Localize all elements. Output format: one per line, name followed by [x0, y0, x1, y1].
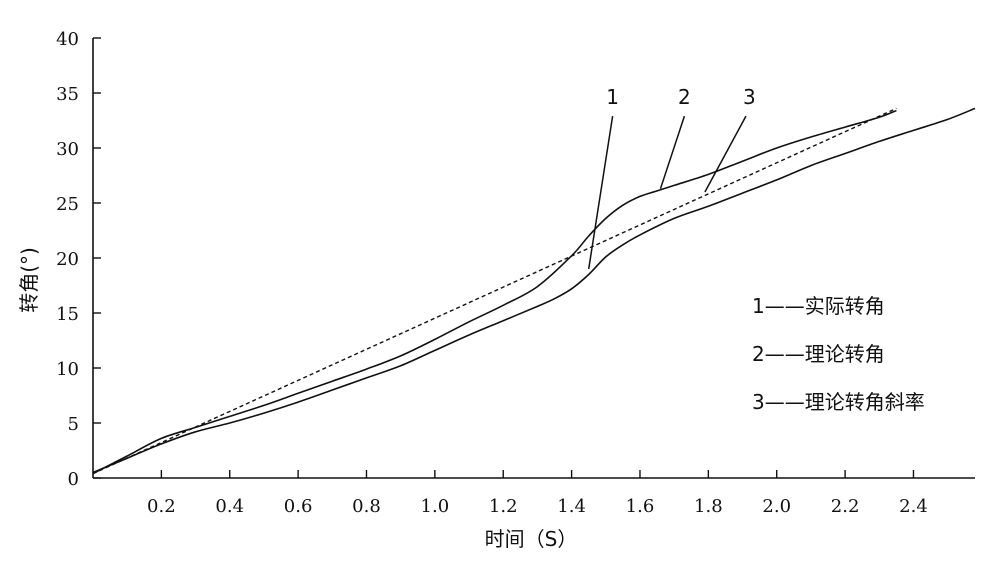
callout-label-3: 3: [743, 85, 756, 109]
annotations: 1 2 3: [587, 85, 756, 270]
legend-entry-3: 3——理论转角斜率: [752, 390, 925, 414]
series-3-line: [92, 107, 897, 475]
x-tick-label: 1.8: [694, 496, 723, 517]
y-axis-title: 转角(°): [17, 247, 41, 313]
legend-dash: ——: [765, 294, 805, 318]
svg-text:2——理论转角: 2——理论转角: [752, 342, 885, 366]
x-tick-label: 1.0: [421, 496, 450, 517]
y-ticks: 0 5 10 15 20 25 30 35 40: [56, 29, 101, 490]
legend-number: 1: [752, 294, 765, 318]
legend: 1——实际转角 2——理论转角 3——理论转角斜率: [752, 294, 925, 414]
x-tick-label: 1.6: [626, 496, 655, 517]
svg-text:1——实际转角: 1——实际转角: [752, 294, 885, 318]
y-tick-label: 0: [68, 469, 79, 490]
x-tick-label: 0.2: [147, 496, 176, 517]
x-tick-label: 2.0: [762, 496, 791, 517]
y-tick-label: 5: [68, 414, 79, 435]
legend-entry-2: 2——理论转角: [752, 342, 885, 366]
legend-entry-1: 1——实际转角: [752, 294, 885, 318]
callout-leader-3: [704, 115, 747, 193]
y-tick-label: 20: [56, 249, 79, 270]
x-tick-label: 0.8: [352, 496, 381, 517]
legend-dash: ——: [765, 342, 805, 366]
y-tick-label: 10: [56, 359, 79, 380]
series-layer: [92, 107, 976, 475]
x-tick-label: 2.2: [831, 496, 860, 517]
x-tick-label: 1.2: [489, 496, 518, 517]
x-tick-label: 2.4: [899, 496, 928, 517]
legend-label: 实际转角: [805, 294, 885, 318]
y-tick-label: 35: [56, 84, 79, 105]
legend-label: 理论转角: [805, 342, 885, 366]
x-tick-label: 1.4: [557, 496, 586, 517]
svg-text:3——理论转角斜率: 3——理论转角斜率: [752, 390, 925, 414]
x-axis-title: 时间（S）: [485, 527, 578, 551]
legend-number: 3: [752, 390, 765, 414]
callout-label-2: 2: [678, 85, 691, 109]
series-2-line: [92, 109, 897, 475]
x-tick-label: 0.4: [215, 496, 244, 517]
y-tick-label: 40: [56, 29, 79, 50]
callout-leader-1: [587, 115, 614, 270]
callout-label-1: 1: [606, 85, 619, 109]
y-tick-label: 15: [56, 304, 79, 325]
legend-dash: ——: [765, 390, 805, 414]
x-tick-label: 0.6: [284, 496, 313, 517]
y-tick-label: 30: [56, 139, 79, 160]
legend-number: 2: [752, 342, 765, 366]
series-1-line: [92, 107, 976, 474]
callout-leader-2: [659, 115, 686, 189]
y-tick-label: 25: [56, 194, 79, 215]
x-ticks: 0.2 0.4 0.6 0.8 1.0 1.2 1.4 1.6 1.8 2.0 2.2 2.4: [147, 470, 928, 517]
legend-label: 理论转角斜率: [805, 390, 925, 414]
